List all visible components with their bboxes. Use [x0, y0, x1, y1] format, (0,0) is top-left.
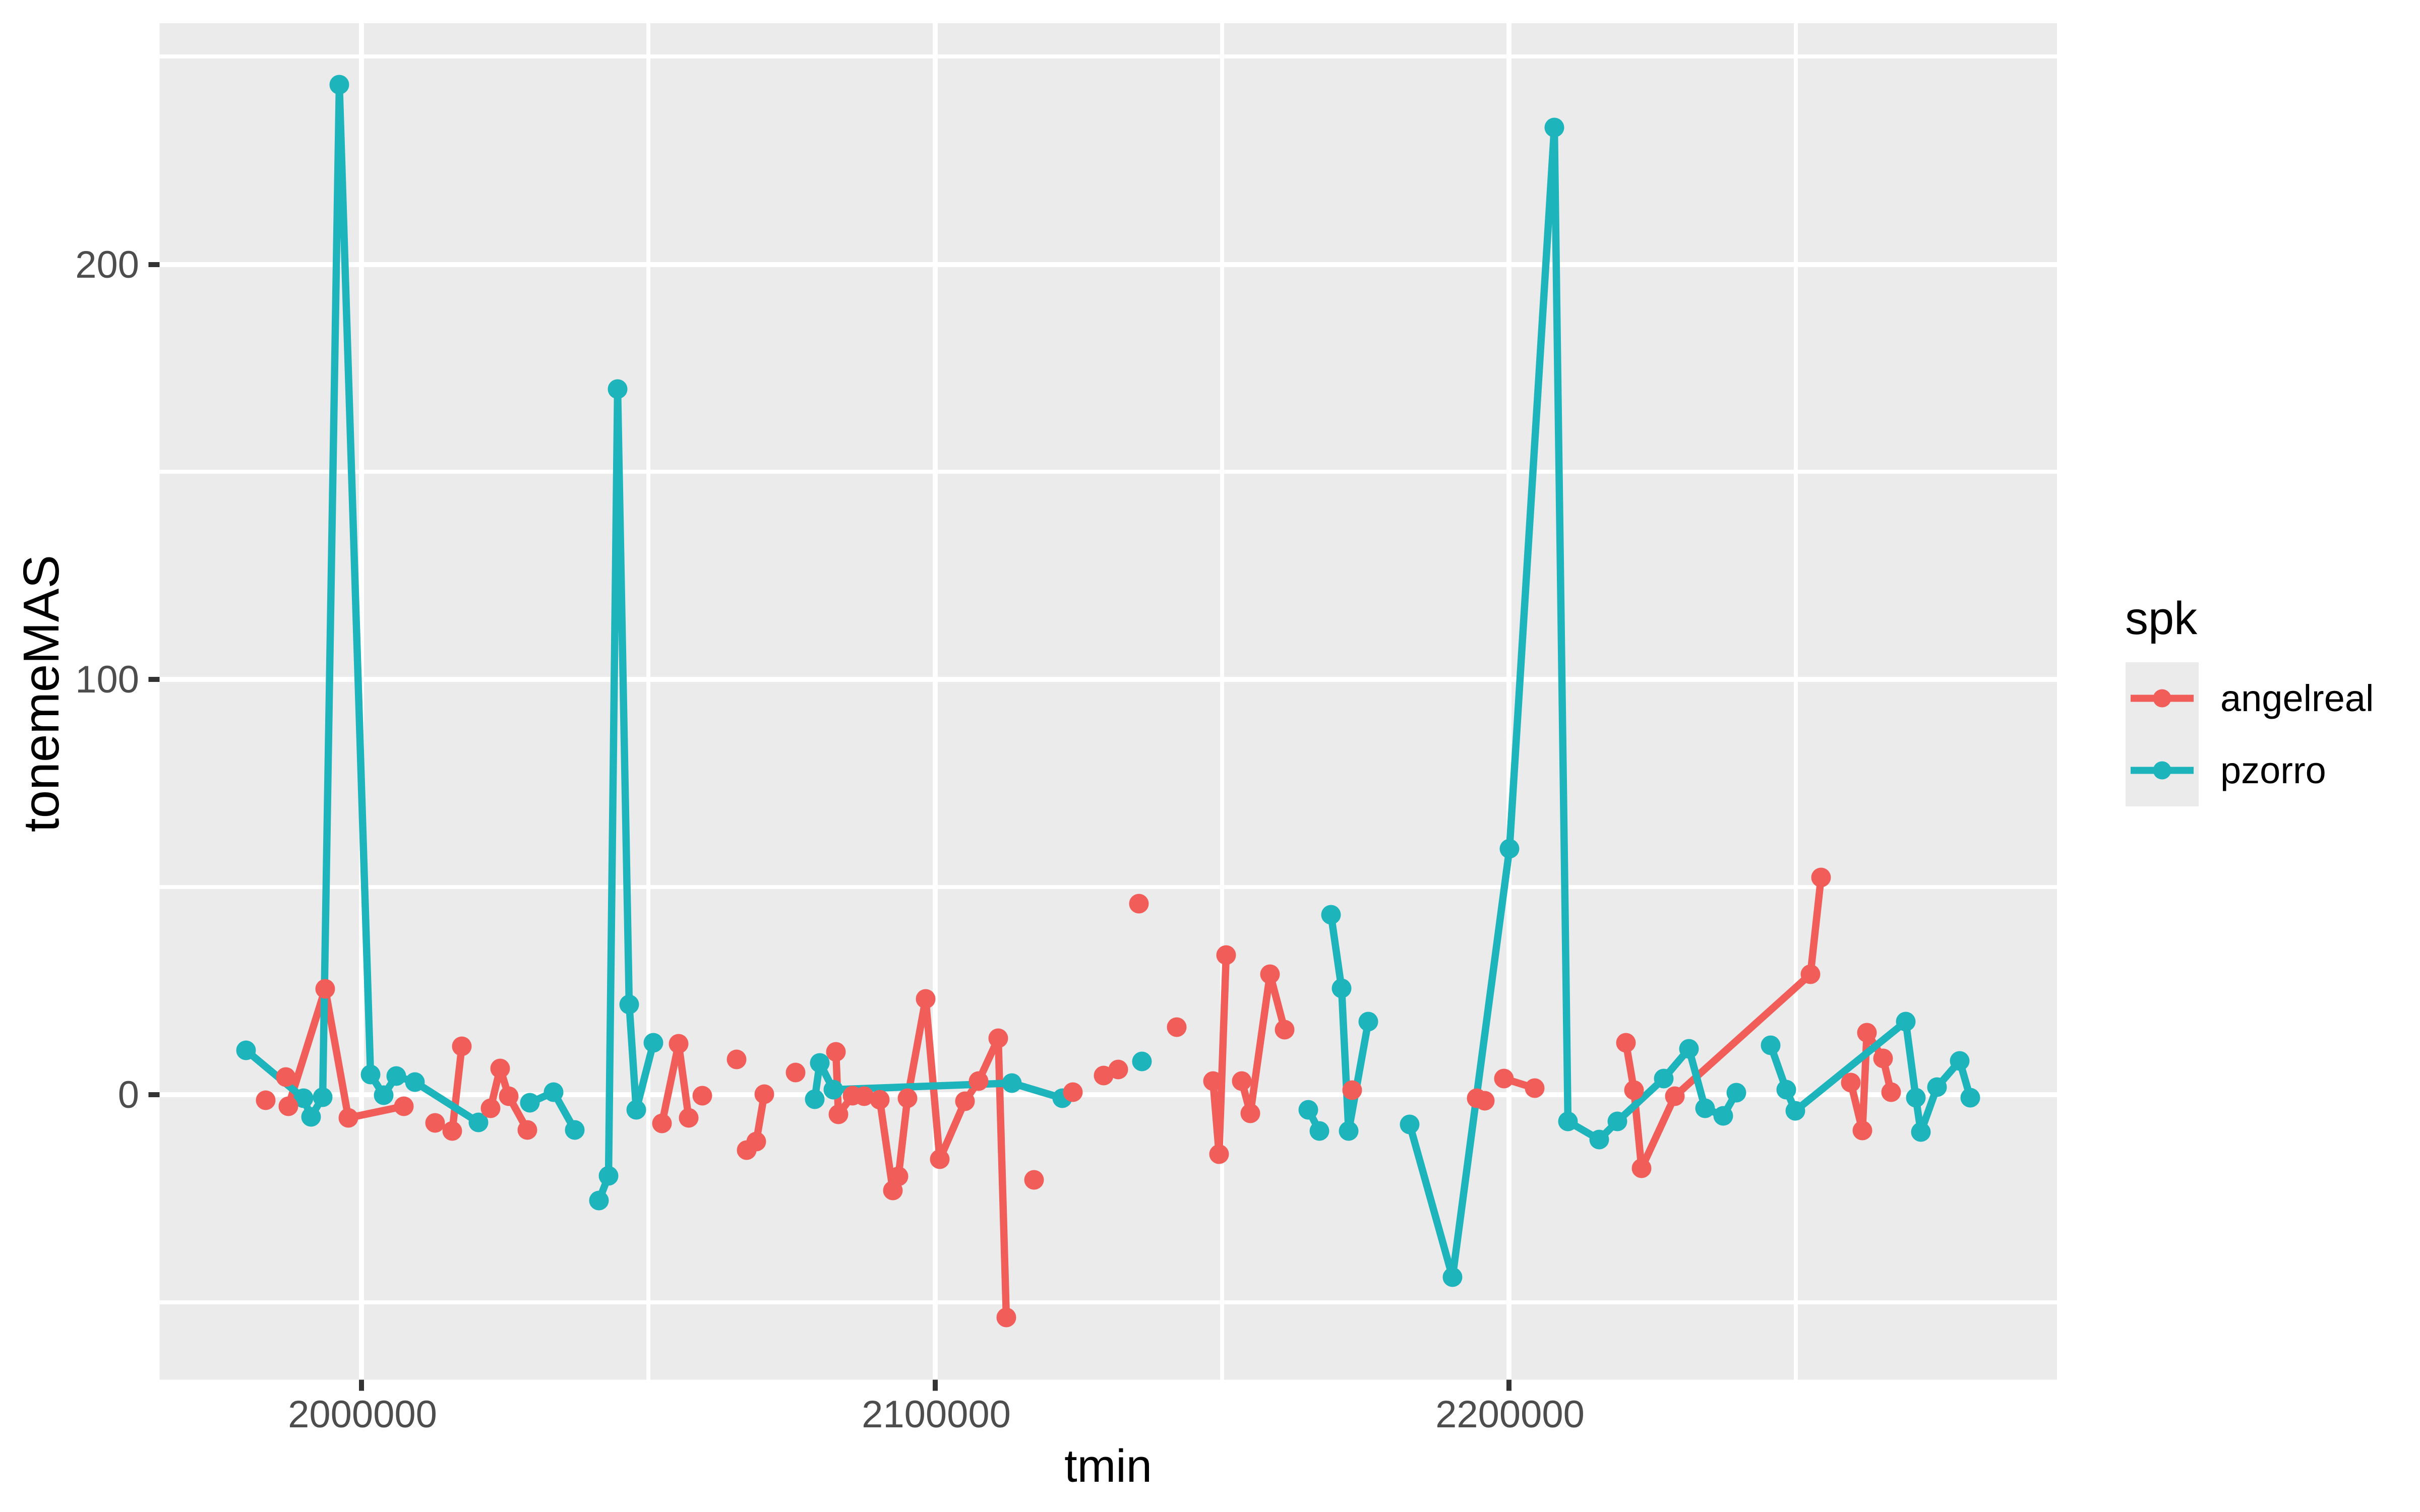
svg-text:angelreal: angelreal	[2220, 677, 2374, 719]
svg-text:2000000: 2000000	[288, 1393, 437, 1436]
svg-text:spk: spk	[2125, 593, 2198, 644]
svg-text:pzorro: pzorro	[2220, 749, 2326, 791]
svg-text:tonemeMAS: tonemeMAS	[13, 555, 70, 832]
svg-text:2200000: 2200000	[1435, 1393, 1585, 1436]
svg-text:0: 0	[118, 1074, 139, 1116]
svg-text:200: 200	[75, 243, 139, 286]
svg-text:tmin: tmin	[1064, 1440, 1152, 1492]
svg-text:100: 100	[75, 658, 139, 701]
svg-text:2100000: 2100000	[862, 1393, 1011, 1436]
